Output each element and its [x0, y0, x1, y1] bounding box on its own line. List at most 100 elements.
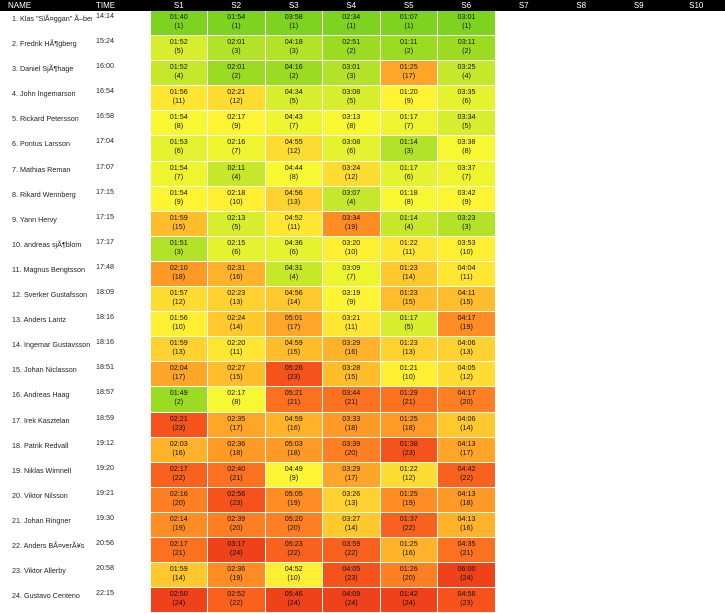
empty-cell [495, 337, 553, 362]
segment-rank: (4) [151, 71, 208, 80]
segment-time: 04:52 [266, 563, 323, 573]
segment-cell: 05:05(19) [265, 487, 323, 512]
empty-cell [553, 387, 611, 412]
empty-cell [668, 537, 725, 562]
segment-time: 04:11 [438, 287, 495, 297]
empty-cell [553, 36, 611, 61]
racer-name: 11. Magnus Bengtsson [0, 261, 92, 286]
segment-time: 04:56 [266, 287, 323, 297]
header-segment: S9 [610, 0, 668, 11]
segment-cell: 04:06(13) [438, 337, 496, 362]
segment-cell: 05:23(22) [265, 537, 323, 562]
segment-time: 03:35 [438, 86, 495, 96]
segment-cell: 01:56(11) [150, 86, 208, 111]
segment-time: 01:17 [381, 312, 438, 322]
total-time: 18:59 [92, 412, 150, 437]
segment-cell: 02:14(19) [150, 512, 208, 537]
empty-cell [495, 487, 553, 512]
racer-name: 14. Ingemar Gustavsson [0, 337, 92, 362]
segment-cell: 01:22(11) [380, 236, 438, 261]
racer-name: 22. Anders BÃ¤verÃ¥s [0, 537, 92, 562]
segment-time: 02:17 [208, 111, 265, 121]
total-time: 18:09 [92, 287, 150, 312]
segment-time: 01:14 [381, 136, 438, 146]
total-time: 17:17 [92, 236, 150, 261]
segment-rank: (16) [266, 423, 323, 432]
total-time: 18:51 [92, 362, 150, 387]
segment-time: 05:23 [266, 538, 323, 548]
segment-cell: 01:18(8) [380, 186, 438, 211]
segment-time: 01:29 [381, 387, 438, 397]
segment-time: 01:51 [151, 237, 208, 247]
segment-cell: 02:51(2) [323, 36, 381, 61]
segment-rank: (5) [381, 322, 438, 331]
segment-rank: (6) [208, 247, 265, 256]
segment-time: 03:59 [323, 538, 380, 548]
empty-cell [668, 487, 725, 512]
segment-time: 01:07 [381, 11, 438, 21]
empty-cell [610, 61, 668, 86]
segment-rank: (5) [208, 222, 265, 231]
segment-cell: 04:17(20) [438, 387, 496, 412]
segment-cell: 04:16(2) [265, 61, 323, 86]
segment-time: 01:25 [381, 488, 438, 498]
racer-name: 18. Patrik Redvall [0, 437, 92, 462]
segment-cell: 02:17(21) [150, 537, 208, 562]
segment-rank: (14) [323, 523, 380, 532]
empty-cell [610, 136, 668, 161]
segment-cell: 01:17(7) [380, 111, 438, 136]
segment-rank: (15) [438, 297, 495, 306]
segment-rank: (18) [266, 448, 323, 457]
empty-cell [668, 136, 725, 161]
segment-rank: (16) [151, 448, 208, 457]
empty-cell [668, 261, 725, 286]
segment-rank: (11) [323, 322, 380, 331]
empty-cell [610, 563, 668, 588]
segment-time: 02:21 [208, 86, 265, 96]
header-segment: S10 [668, 0, 725, 11]
empty-cell [668, 36, 725, 61]
empty-cell [553, 11, 611, 36]
empty-cell [553, 236, 611, 261]
segment-time: 06:00 [438, 563, 495, 573]
segment-cell: 02:35(17) [208, 412, 266, 437]
segment-cell: 01:25(19) [380, 487, 438, 512]
segment-cell: 03:09(7) [323, 261, 381, 286]
empty-cell [553, 362, 611, 387]
segment-rank: (8) [266, 172, 323, 181]
segment-time: 01:52 [151, 36, 208, 46]
segment-time: 02:31 [208, 262, 265, 272]
segment-cell: 02:21(12) [208, 86, 266, 111]
segment-cell: 03:35(6) [438, 86, 496, 111]
segment-rank: (9) [208, 121, 265, 130]
segment-cell: 04:52(11) [265, 211, 323, 236]
empty-cell [610, 437, 668, 462]
segment-rank: (5) [323, 96, 380, 105]
empty-cell [553, 86, 611, 111]
total-time: 14:14 [92, 11, 150, 36]
segment-time: 04:05 [438, 362, 495, 372]
segment-cell: 01:21(10) [380, 362, 438, 387]
empty-cell [610, 86, 668, 111]
segment-time: 02:52 [208, 588, 265, 598]
segment-cell: 01:37(22) [380, 512, 438, 537]
segment-rank: (12) [438, 372, 495, 381]
total-time: 17:48 [92, 261, 150, 286]
total-time: 22:15 [92, 588, 150, 613]
segment-rank: (7) [208, 146, 265, 155]
segment-time: 04:42 [438, 463, 495, 473]
empty-cell [495, 387, 553, 412]
empty-cell [610, 236, 668, 261]
segment-cell: 04:34(5) [265, 86, 323, 111]
segment-time: 04:36 [266, 237, 323, 247]
segment-cell: 01:22(12) [380, 462, 438, 487]
segment-cell: 02:31(16) [208, 261, 266, 286]
